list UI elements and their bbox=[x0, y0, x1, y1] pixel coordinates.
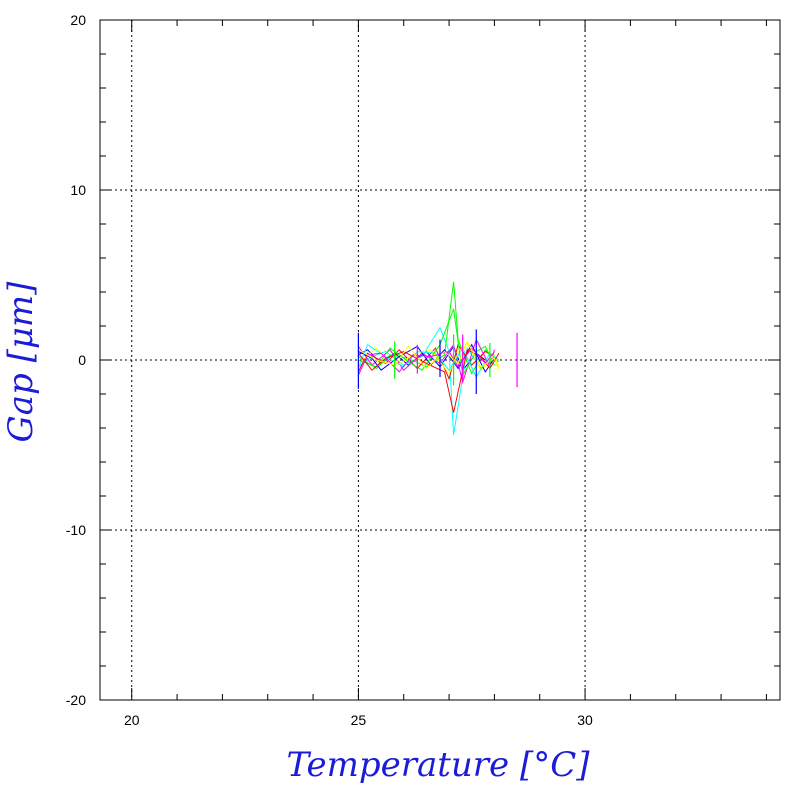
data-series bbox=[357, 281, 500, 435]
error-markers bbox=[357, 329, 518, 394]
series-line bbox=[358, 349, 500, 413]
y-tick-label: -20 bbox=[66, 692, 86, 708]
series-line bbox=[358, 326, 495, 435]
plot-frame bbox=[99, 19, 781, 701]
x-tick-label: 20 bbox=[124, 712, 140, 728]
y-tick-label: 20 bbox=[70, 12, 86, 28]
series-line bbox=[358, 340, 500, 371]
y-tick-label: -10 bbox=[66, 522, 86, 538]
x-tick-label: 25 bbox=[351, 712, 367, 728]
y-tick-label: 0 bbox=[78, 352, 86, 368]
x-axis-title: Temperature [°C] bbox=[286, 745, 590, 785]
series-line bbox=[358, 308, 495, 377]
tick-labels: 20 25 30 20 10 0 -10 -20 bbox=[66, 12, 593, 728]
series-line bbox=[357, 343, 500, 379]
y-axis-title: Gap [μm] bbox=[1, 281, 41, 443]
y-tick-label: 10 bbox=[70, 182, 86, 198]
x-tick-label: 30 bbox=[577, 712, 593, 728]
